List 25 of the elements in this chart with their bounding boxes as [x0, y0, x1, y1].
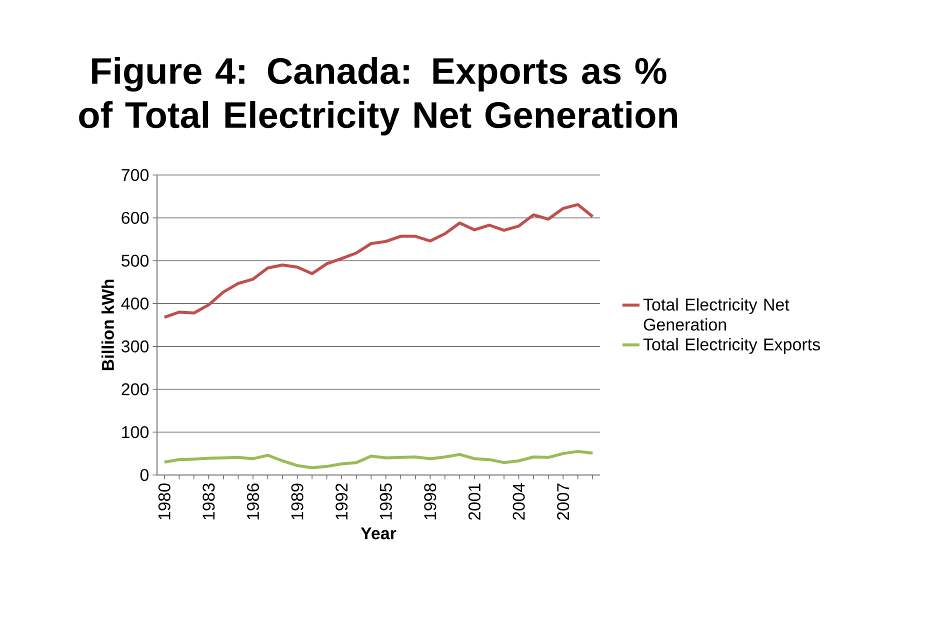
x-tick-label: 1989	[291, 484, 304, 520]
y-tick-label: 200	[122, 383, 149, 396]
y-tick-label: 600	[122, 212, 149, 224]
y-tick-label: 400	[121, 298, 149, 310]
x-tick-label: 1995	[380, 484, 392, 520]
x-tick-label: 1986	[246, 484, 260, 520]
y-tick-label: 500	[122, 254, 149, 267]
y-tick-label: 100	[122, 426, 149, 438]
y-tick-label: 700	[122, 168, 149, 182]
y-tick-label: 300	[121, 340, 149, 352]
y-tick-label: 0	[140, 468, 149, 482]
x-tick-label: 1983	[202, 484, 215, 520]
x-tick-label: 2007	[557, 484, 570, 520]
x-tick-label: 1992	[336, 484, 348, 520]
x-tick-label: 2004	[512, 483, 525, 520]
x-tick-label: 1998	[424, 484, 436, 520]
chart-title: Figure 4: Canada: Exports as % of Total Electricity Net Generation	[79, 56, 678, 136]
line-series	[162, 450, 594, 470]
legend-label: Total Electricity Net Generation	[643, 298, 790, 331]
x-tick-label: 1980	[158, 483, 170, 520]
x-tick-label: 2001	[468, 484, 481, 520]
x-axis-title: Year	[360, 527, 396, 540]
legend-label: Total Electricity Exports	[643, 338, 820, 354]
line-series	[162, 203, 594, 319]
y-axis-title: Billion kWh	[101, 280, 114, 370]
